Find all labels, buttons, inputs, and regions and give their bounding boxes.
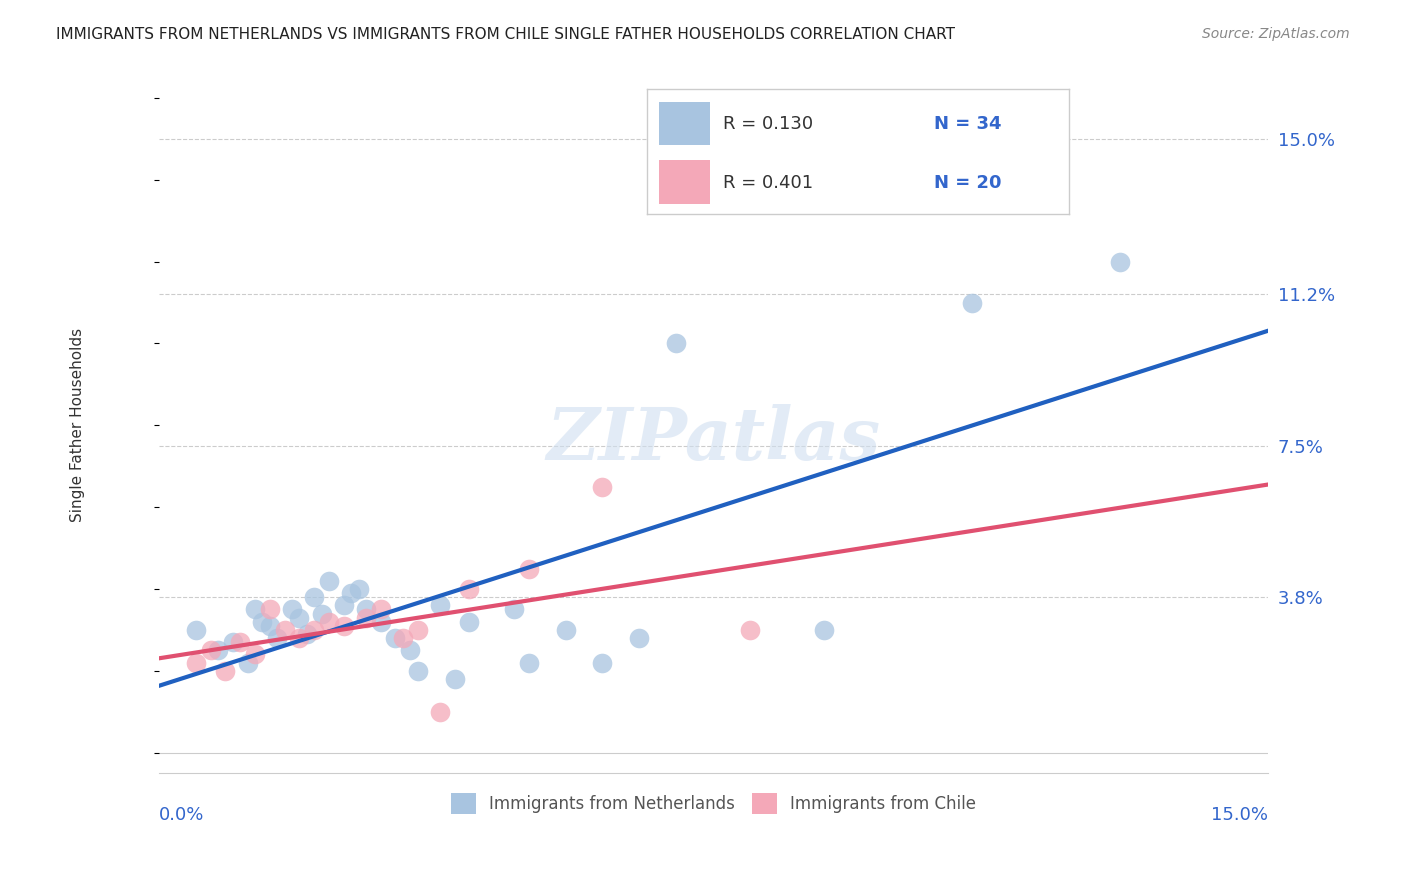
- Point: [222, 635, 245, 649]
- Point: [273, 623, 295, 637]
- Point: [443, 672, 465, 686]
- Point: [214, 664, 236, 678]
- Point: [406, 623, 429, 637]
- Point: [354, 610, 377, 624]
- Point: [592, 480, 614, 494]
- Point: [592, 656, 614, 670]
- Point: [243, 648, 266, 662]
- Point: [458, 582, 481, 596]
- Point: [281, 602, 304, 616]
- Point: [429, 705, 451, 719]
- Point: [243, 602, 266, 616]
- Point: [628, 631, 651, 645]
- Point: [318, 615, 340, 629]
- Point: [259, 602, 281, 616]
- Point: [347, 582, 370, 596]
- Text: IMMIGRANTS FROM NETHERLANDS VS IMMIGRANTS FROM CHILE SINGLE FATHER HOUSEHOLDS CO: IMMIGRANTS FROM NETHERLANDS VS IMMIGRANT…: [56, 27, 955, 42]
- Point: [318, 574, 340, 588]
- Point: [184, 656, 207, 670]
- Point: [429, 599, 451, 613]
- Point: [302, 590, 325, 604]
- Point: [517, 561, 540, 575]
- Point: [960, 295, 983, 310]
- Text: Single Father Households: Single Father Households: [70, 328, 84, 523]
- Bar: [659, 102, 710, 145]
- Point: [517, 656, 540, 670]
- Point: [311, 607, 333, 621]
- Point: [370, 615, 392, 629]
- Text: 0.0%: 0.0%: [159, 805, 204, 824]
- Point: [332, 619, 354, 633]
- Point: [288, 631, 311, 645]
- Point: [665, 336, 688, 351]
- Point: [207, 643, 229, 657]
- Point: [332, 599, 354, 613]
- Legend: Immigrants from Netherlands, Immigrants from Chile: Immigrants from Netherlands, Immigrants …: [444, 787, 983, 821]
- Point: [236, 656, 259, 670]
- Point: [229, 635, 252, 649]
- Text: R = 0.401: R = 0.401: [723, 174, 813, 192]
- Point: [502, 602, 524, 616]
- Point: [458, 615, 481, 629]
- Point: [399, 643, 422, 657]
- Text: N = 34: N = 34: [934, 115, 1001, 133]
- Point: [554, 623, 576, 637]
- Point: [384, 631, 406, 645]
- Point: [302, 623, 325, 637]
- Text: 15.0%: 15.0%: [1211, 805, 1268, 824]
- Point: [295, 627, 318, 641]
- Bar: [659, 161, 710, 204]
- Point: [1109, 254, 1132, 268]
- Point: [354, 602, 377, 616]
- Text: R = 0.130: R = 0.130: [723, 115, 813, 133]
- Point: [392, 631, 415, 645]
- Point: [266, 631, 288, 645]
- Point: [288, 610, 311, 624]
- Point: [813, 623, 835, 637]
- Text: ZIPatlas: ZIPatlas: [547, 404, 880, 475]
- Point: [740, 623, 762, 637]
- Text: Source: ZipAtlas.com: Source: ZipAtlas.com: [1202, 27, 1350, 41]
- Point: [259, 619, 281, 633]
- Point: [200, 643, 222, 657]
- Point: [252, 615, 274, 629]
- Point: [406, 664, 429, 678]
- Point: [340, 586, 363, 600]
- Text: N = 20: N = 20: [934, 174, 1001, 192]
- Point: [184, 623, 207, 637]
- Point: [370, 602, 392, 616]
